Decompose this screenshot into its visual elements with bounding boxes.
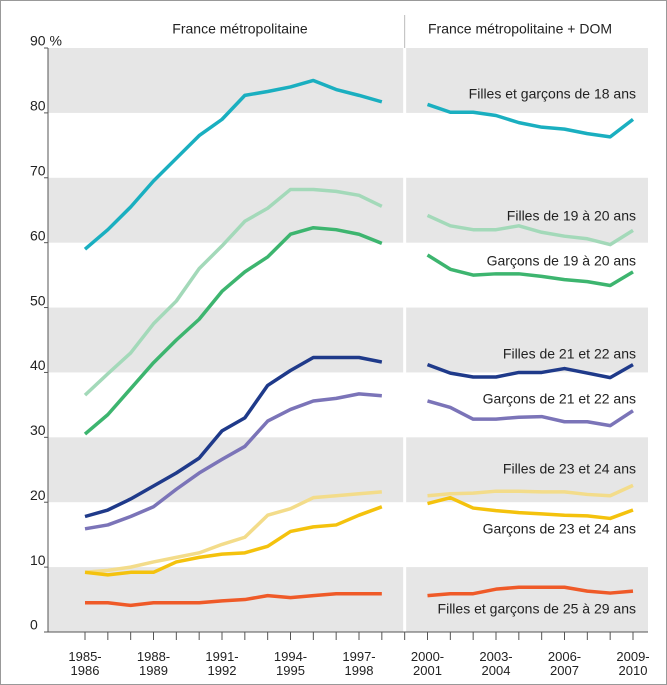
x-tick-label: 1994-1995 bbox=[273, 649, 308, 678]
y-tick-label: 50 bbox=[30, 292, 46, 308]
series-label: Filles et garçons de 18 ans bbox=[469, 86, 636, 102]
panel-title: France métropolitaine + DOM bbox=[428, 21, 612, 37]
series-line bbox=[84, 355, 634, 519]
y-tick-label: 90 % bbox=[30, 33, 62, 49]
band bbox=[48, 307, 648, 373]
series-label: Filles et garçons de 25 à 29 ans bbox=[438, 601, 636, 617]
panel-title: France métropolitaine bbox=[172, 21, 308, 37]
series-label: Garçons de 21 et 22 ans bbox=[483, 391, 636, 407]
x-tick-label: 2009-2010 bbox=[616, 649, 650, 678]
series-line bbox=[84, 495, 634, 577]
y-tick-label: 10 bbox=[30, 552, 46, 568]
y-tick-label: 40 bbox=[30, 357, 46, 373]
series-label: Filles de 23 et 24 ans bbox=[503, 461, 636, 477]
y-tick-label: 80 bbox=[30, 98, 46, 114]
series-label: Garçons de 23 et 24 ans bbox=[483, 521, 636, 537]
x-tick-label: 1997-1998 bbox=[342, 649, 376, 678]
y-tick-label: 30 bbox=[30, 422, 46, 438]
x-tick-label: 2003-2004 bbox=[479, 649, 513, 678]
series-line bbox=[83, 225, 634, 436]
y-tick-label: 60 bbox=[30, 227, 46, 243]
series-label: Filles de 19 à 20 ans bbox=[507, 208, 636, 224]
series-line bbox=[84, 483, 634, 575]
series-line bbox=[83, 187, 634, 397]
y-tick-label: 0 bbox=[30, 617, 38, 633]
series-label: Filles de 21 et 22 ans bbox=[503, 346, 636, 362]
series-line bbox=[83, 78, 635, 251]
x-tick-label: 1985-1986 bbox=[68, 649, 102, 678]
band bbox=[48, 567, 648, 632]
y-tick-label: 20 bbox=[30, 487, 46, 503]
x-tick-label: 2006-2007 bbox=[547, 649, 582, 678]
series-line bbox=[84, 392, 634, 531]
x-tick-label: 1991-1992 bbox=[205, 649, 239, 678]
x-tick-label: 2000-2001 bbox=[410, 649, 445, 678]
series-label: Garçons de 19 à 20 ans bbox=[487, 253, 636, 269]
y-tick-label: 70 bbox=[30, 162, 46, 178]
x-tick-label: 1988-1989 bbox=[136, 649, 171, 678]
band bbox=[48, 48, 648, 113]
series-line bbox=[85, 585, 634, 608]
